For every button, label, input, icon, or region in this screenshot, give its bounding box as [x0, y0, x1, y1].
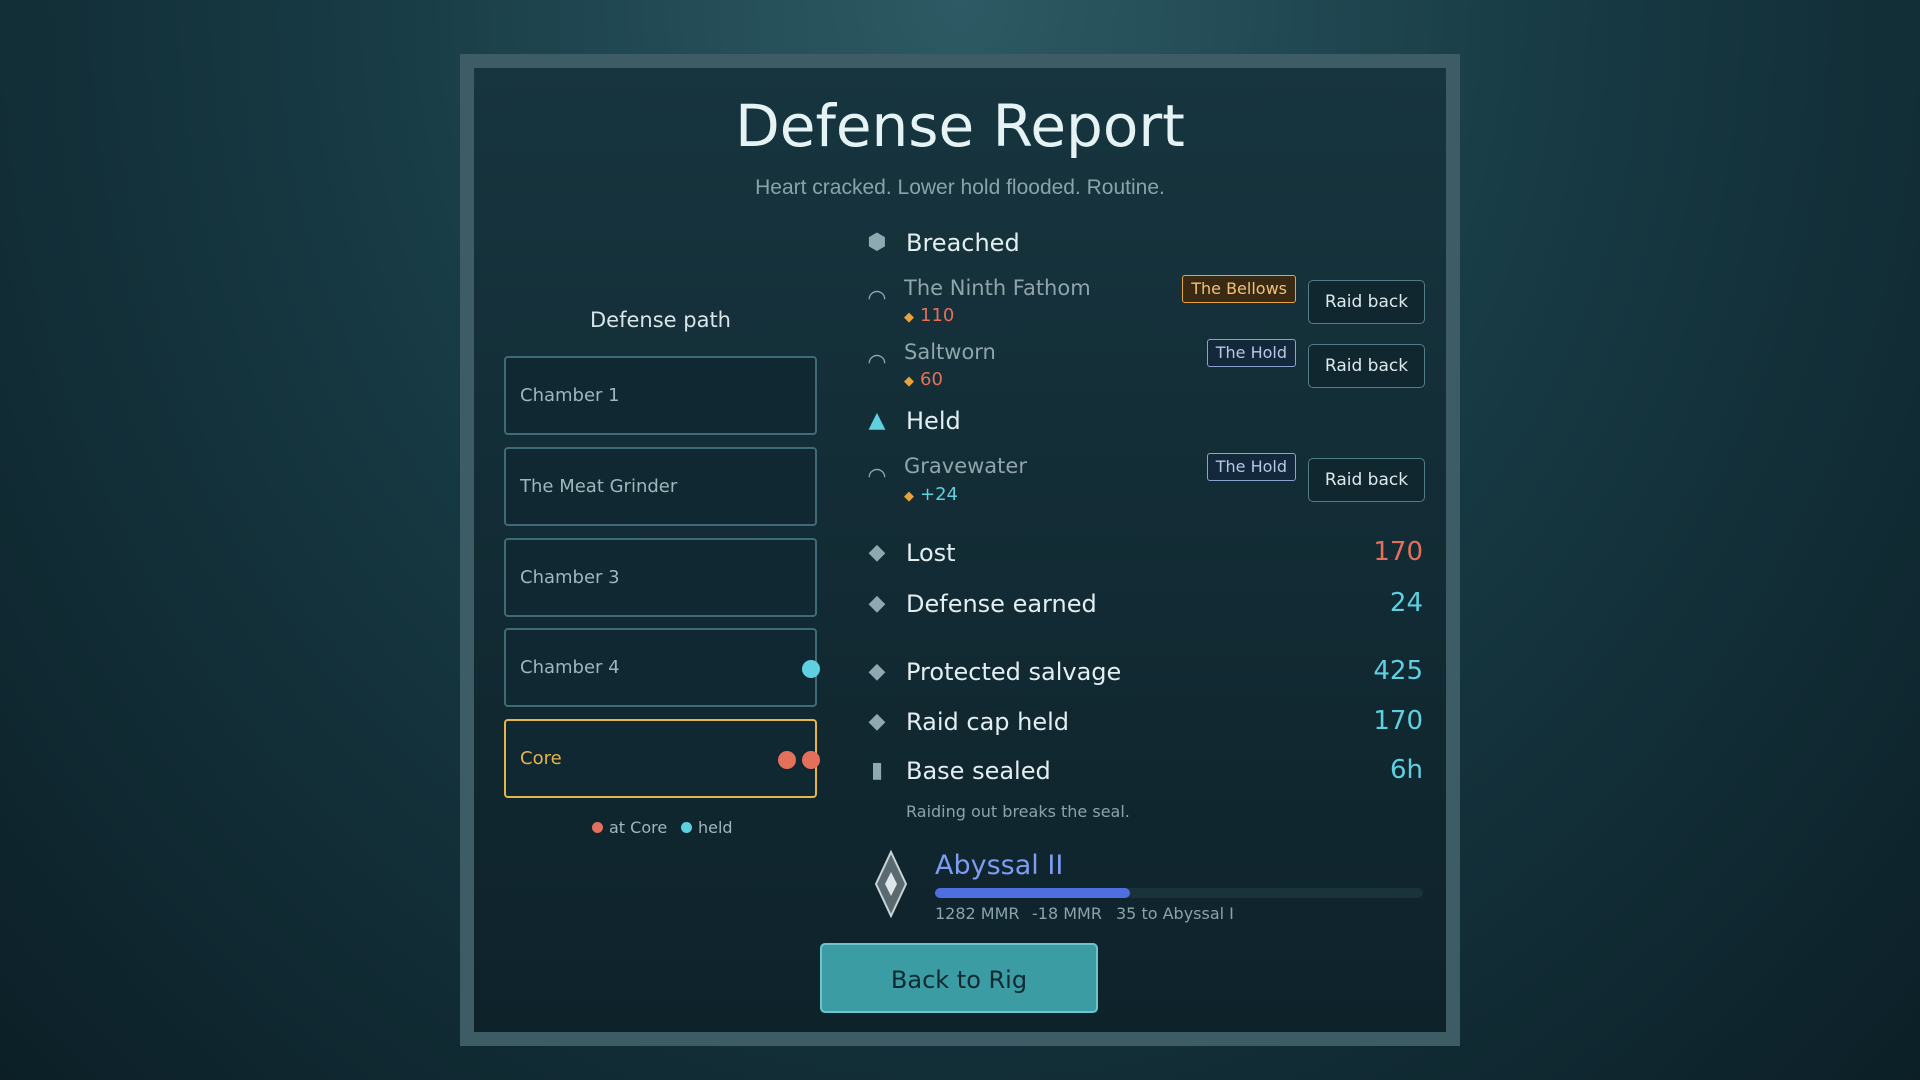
legend-item: held	[681, 818, 733, 837]
stat-label: Lost	[906, 539, 956, 567]
stat-label: Defense earned	[906, 590, 1097, 618]
tag: The Hold	[1206, 453, 1296, 481]
entry-name: Saltworn	[904, 340, 996, 364]
icon: ◆	[868, 659, 886, 684]
rank-to-next: 35 to Abyssal I	[1116, 904, 1234, 923]
held-dot	[802, 660, 820, 678]
entry-name: Gravewater	[904, 454, 1027, 478]
amount: 60	[920, 369, 943, 390]
tag: The Hold	[1206, 339, 1296, 367]
stat-value: 6h	[1389, 755, 1423, 785]
raid-back-button[interactable]: Raid back	[1308, 344, 1425, 388]
entry-amount: ◆ +24	[904, 484, 958, 505]
legend-item: at Core	[592, 818, 667, 837]
entry-amount: ◆ 60	[904, 369, 943, 390]
chamber: Chamber 4	[504, 628, 820, 707]
stat-label: Protected salvage	[906, 658, 1122, 686]
progress-track	[935, 888, 1423, 898]
icon: ◆	[868, 540, 886, 565]
section-title: Defense path	[590, 308, 731, 332]
stat-value: 170	[1373, 537, 1423, 567]
icon: ▮	[870, 758, 884, 783]
stat-label: Raid cap held	[906, 708, 1070, 736]
icon: ◠	[867, 350, 887, 375]
entry-amount: ◆ 110	[904, 305, 955, 326]
amount: 110	[920, 305, 955, 326]
entry-name: The Ninth Fathom	[904, 276, 1091, 300]
icon: ⬢	[867, 230, 887, 255]
tag: The Bellows	[1182, 275, 1296, 303]
chamber: Chamber 1	[504, 356, 817, 435]
rank-mmr: 1282 MMR	[935, 904, 1020, 923]
chamber-label: Core	[520, 748, 562, 769]
rank-name: Abyssal II	[935, 850, 1064, 881]
chamber: The Meat Grinder	[504, 447, 817, 526]
chamber: Chamber 3	[504, 538, 817, 617]
stat-value: 24	[1389, 588, 1423, 618]
title: Defense Report	[735, 92, 1185, 160]
raid-back-button[interactable]: Raid back	[1308, 458, 1425, 502]
stat-value: 425	[1373, 656, 1423, 686]
core-dot	[778, 751, 796, 769]
back-button[interactable]: Back to Rig	[820, 943, 1098, 1013]
raid-back-button[interactable]: Raid back	[1308, 280, 1425, 324]
icon: ▲	[868, 408, 886, 433]
progress-fill	[935, 888, 1130, 898]
chamber: Core	[504, 719, 820, 798]
icon: ◠	[867, 464, 887, 489]
group-title: Breached	[906, 229, 1020, 257]
icon: ◆	[868, 709, 886, 734]
legend-label: held	[698, 818, 733, 837]
chamber-label: Chamber 4	[520, 657, 620, 678]
stat-value: 170	[1373, 706, 1423, 736]
rank-icon	[874, 850, 908, 918]
group-title: Held	[906, 407, 961, 435]
subtitle: Heart cracked. Lower hold flooded. Routi…	[755, 176, 1165, 199]
icon: ◠	[867, 286, 887, 311]
amount: +24	[920, 484, 958, 505]
core-dot	[802, 751, 820, 769]
rank-change: -18 MMR	[1032, 904, 1102, 923]
note: Raiding out breaks the seal.	[906, 802, 1130, 821]
legend-label: at Core	[609, 818, 668, 837]
icon: ◆	[868, 591, 886, 616]
stat-label: Base sealed	[906, 757, 1051, 785]
